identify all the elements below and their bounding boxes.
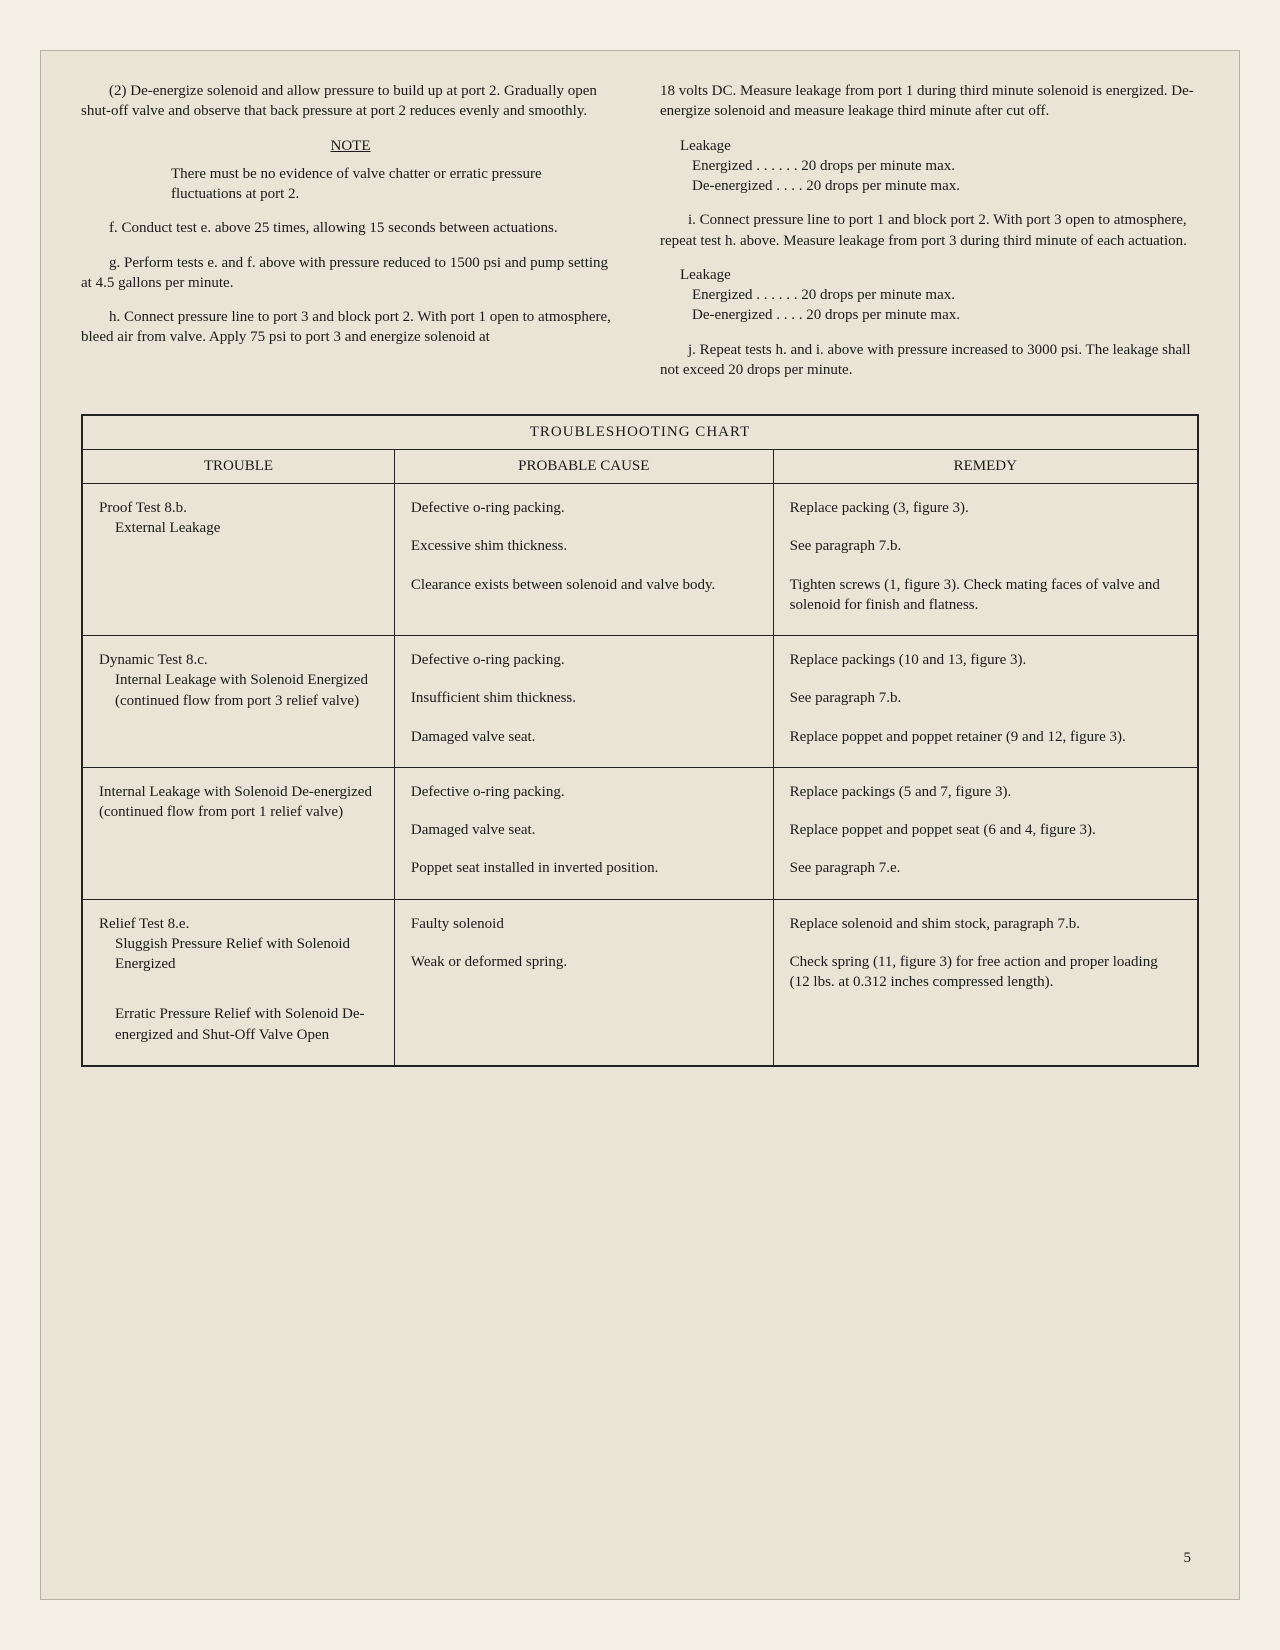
note-heading: NOTE — [81, 136, 620, 156]
trouble-sub: Erratic Pressure Relief with Solenoid De… — [99, 1004, 378, 1045]
remedy-entry: See paragraph 7.b. — [790, 688, 1181, 708]
header-remedy: REMEDY — [774, 450, 1197, 484]
document-page: (2) De-energize solenoid and allow press… — [40, 50, 1240, 1600]
paragraph-j: j. Repeat tests h. and i. above with pre… — [660, 340, 1199, 381]
two-column-text: (2) De-energize solenoid and allow press… — [81, 81, 1199, 394]
cause-entry: Clearance exists between solenoid and va… — [411, 575, 757, 595]
trouble-lead: Dynamic Test 8.c. — [99, 650, 378, 670]
cause-entry: Excessive shim thickness. — [411, 536, 757, 556]
leakage-title: Leakage — [660, 136, 1199, 156]
leakage-title: Leakage — [660, 265, 1199, 285]
cause-entry: Damaged valve seat. — [411, 820, 757, 840]
cause-cell: Defective o-ring packing. Excessive shim … — [395, 484, 774, 635]
leakage-block-1: Leakage Energized . . . . . . 20 drops p… — [660, 136, 1199, 197]
trouble-cell: Internal Leakage with Solenoid De-energi… — [83, 768, 395, 899]
table-row: Internal Leakage with Solenoid De-energi… — [83, 768, 1197, 900]
table-row: Relief Test 8.e.Sluggish Pressure Relief… — [83, 900, 1197, 1065]
cause-cell: Defective o-ring packing. Insufficient sh… — [395, 636, 774, 767]
trouble-cell: Proof Test 8.b.External Leakage — [83, 484, 395, 635]
cause-entry: Damaged valve seat. — [411, 727, 757, 747]
header-trouble: TROUBLE — [83, 450, 395, 484]
cause-entry: Faulty solenoid — [411, 914, 757, 934]
trouble-sub: Internal Leakage with Solenoid De-energi… — [99, 782, 378, 823]
cause-cell: Faulty solenoid Weak or deformed spring. — [395, 900, 774, 1065]
trouble-sub: Sluggish Pressure Relief with Solenoid E… — [99, 934, 378, 975]
table-row: Proof Test 8.b.External LeakageDefective… — [83, 484, 1197, 636]
remedy-entry: See paragraph 7.e. — [790, 858, 1181, 878]
header-cause: PROBABLE CAUSE — [395, 450, 774, 484]
cause-entry: Defective o-ring packing. — [411, 650, 757, 670]
leakage-energized: Energized . . . . . . 20 drops per minut… — [660, 156, 1199, 176]
right-column: 18 volts DC. Measure leakage from port 1… — [660, 81, 1199, 394]
cause-entry: Defective o-ring packing. — [411, 782, 757, 802]
remedy-entry: See paragraph 7.b. — [790, 536, 1181, 556]
remedy-cell: Replace packings (10 and 13, figure 3). S… — [774, 636, 1197, 767]
chart-header-row: TROUBLE PROBABLE CAUSE REMEDY — [83, 450, 1197, 484]
leakage-block-2: Leakage Energized . . . . . . 20 drops p… — [660, 265, 1199, 326]
troubleshooting-chart: TROUBLESHOOTING CHART TROUBLE PROBABLE C… — [81, 414, 1199, 1067]
remedy-entry: Replace packings (5 and 7, figure 3). — [790, 782, 1181, 802]
trouble-lead: Relief Test 8.e. — [99, 914, 378, 934]
remedy-cell: Replace packings (5 and 7, figure 3). Rep… — [774, 768, 1197, 899]
leakage-deenergized: De-energized . . . . 20 drops per minute… — [660, 305, 1199, 325]
trouble-sub: External Leakage — [99, 518, 378, 538]
remedy-cell: Replace packing (3, figure 3). See paragr… — [774, 484, 1197, 635]
trouble-sub: Internal Leakage with Solenoid Energized… — [99, 670, 378, 711]
cause-entry: Poppet seat installed in inverted positi… — [411, 858, 757, 878]
paragraph-2: (2) De-energize solenoid and allow press… — [81, 81, 620, 122]
leakage-energized: Energized . . . . . . 20 drops per minut… — [660, 285, 1199, 305]
cause-entry: Weak or deformed spring. — [411, 952, 757, 972]
remedy-entry: Replace packings (10 and 13, figure 3). — [790, 650, 1181, 670]
remedy-cell: Replace solenoid and shim stock, paragra… — [774, 900, 1197, 1065]
remedy-entry: Tighten screws (1, figure 3). Check mati… — [790, 575, 1181, 616]
remedy-entry: Check spring (11, figure 3) for free act… — [790, 952, 1181, 993]
trouble-lead: Proof Test 8.b. — [99, 498, 378, 518]
paragraph-f: f. Conduct test e. above 25 times, allow… — [81, 218, 620, 238]
paragraph-i: i. Connect pressure line to port 1 and b… — [660, 210, 1199, 251]
paragraph-h: h. Connect pressure line to port 3 and b… — [81, 307, 620, 348]
chart-body: Proof Test 8.b.External LeakageDefective… — [83, 484, 1197, 1065]
paragraph-g: g. Perform tests e. and f. above with pr… — [81, 253, 620, 294]
left-column: (2) De-energize solenoid and allow press… — [81, 81, 620, 394]
remedy-entry: Replace packing (3, figure 3). — [790, 498, 1181, 518]
leakage-deenergized: De-energized . . . . 20 drops per minute… — [660, 176, 1199, 196]
remedy-entry: Replace poppet and poppet retainer (9 an… — [790, 727, 1181, 747]
trouble-cell: Relief Test 8.e.Sluggish Pressure Relief… — [83, 900, 395, 1065]
table-row: Dynamic Test 8.c.Internal Leakage with S… — [83, 636, 1197, 768]
remedy-entry: Replace poppet and poppet seat (6 and 4,… — [790, 820, 1181, 840]
remedy-entry: Replace solenoid and shim stock, paragra… — [790, 914, 1181, 934]
cause-cell: Defective o-ring packing. Damaged valve s… — [395, 768, 774, 899]
paragraph-h-cont: 18 volts DC. Measure leakage from port 1… — [660, 81, 1199, 122]
chart-title: TROUBLESHOOTING CHART — [83, 416, 1197, 450]
trouble-cell: Dynamic Test 8.c.Internal Leakage with S… — [83, 636, 395, 767]
page-number: 5 — [1184, 1550, 1192, 1567]
cause-entry: Insufficient shim thickness. — [411, 688, 757, 708]
cause-entry: Defective o-ring packing. — [411, 498, 757, 518]
note-body: There must be no evidence of valve chatt… — [81, 164, 620, 205]
